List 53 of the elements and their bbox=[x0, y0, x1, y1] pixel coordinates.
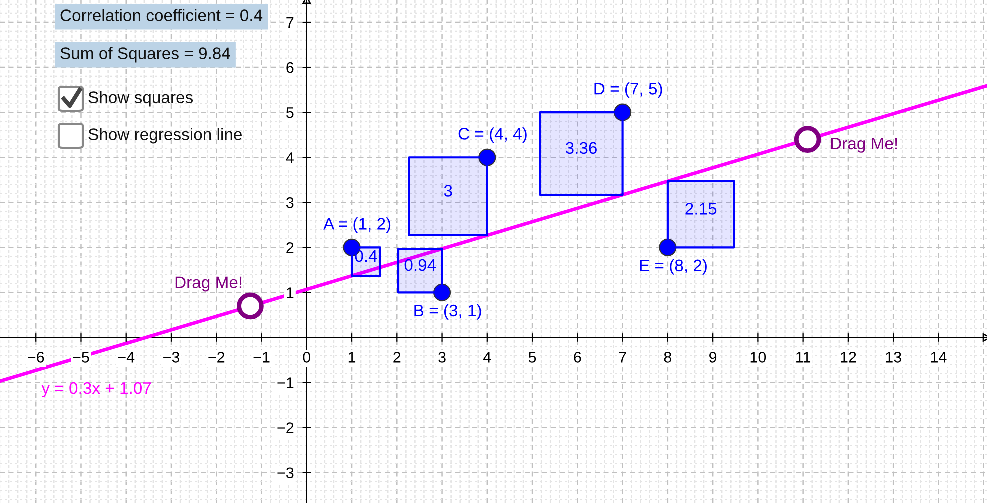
annotation: Show regression line bbox=[88, 128, 242, 144]
x-tick-label: 7 bbox=[619, 352, 626, 363]
y-tick-label: 5 bbox=[286, 108, 294, 118]
point bbox=[614, 104, 632, 122]
point bbox=[237, 292, 264, 320]
data-label: E = (8, 2) bbox=[640, 259, 707, 275]
y-tick-label: 7 bbox=[286, 18, 294, 28]
x-tick-label: 10 bbox=[750, 352, 766, 363]
x-tick-label: 9 bbox=[710, 352, 717, 363]
x-tick-label: 2 bbox=[394, 352, 401, 363]
y-tick-label: −3 bbox=[278, 468, 294, 479]
data-label: Drag Me! bbox=[176, 276, 242, 292]
y-tick-label: 3 bbox=[286, 198, 294, 208]
x-tick-label: −3 bbox=[164, 352, 180, 363]
annotation: Show squares bbox=[88, 91, 194, 107]
x-tick-label: −4 bbox=[118, 352, 135, 363]
x-tick-label: 4 bbox=[484, 352, 492, 363]
y-tick-label: −1 bbox=[278, 378, 294, 388]
data-label: C = (4, 4) bbox=[458, 128, 527, 144]
point bbox=[794, 126, 822, 154]
data-label: B = (3, 1) bbox=[414, 304, 482, 320]
data-label: A = (1, 2) bbox=[324, 218, 391, 234]
x-tick-label: 0 bbox=[303, 352, 311, 363]
x-tick-label: −5 bbox=[73, 352, 90, 363]
x-tick-label: 5 bbox=[528, 352, 536, 363]
x-tick-label: 11 bbox=[796, 352, 811, 363]
annotation: Sum of Squares = 9.84 bbox=[60, 47, 230, 63]
x-tick-label: 14 bbox=[931, 352, 947, 363]
data-label: D = (7, 5) bbox=[594, 82, 662, 98]
y-tick-label: 4 bbox=[286, 152, 294, 164]
x-tick-label: 12 bbox=[841, 352, 856, 363]
y-tick-label: 2 bbox=[286, 242, 294, 254]
legend-label: 3 bbox=[444, 185, 452, 197]
annotation: Correlation coefficient = 0.4 bbox=[60, 9, 263, 22]
legend-label: 0.94 bbox=[404, 259, 436, 272]
x-tick-label: −2 bbox=[208, 352, 225, 363]
y-tick-label: 1 bbox=[287, 288, 294, 298]
series-label: y = 0.3x + 1.07 bbox=[42, 382, 152, 398]
y-tick-label: 6 bbox=[286, 62, 294, 74]
x-tick-label: 1 bbox=[348, 352, 356, 363]
x-tick-label: 6 bbox=[574, 352, 582, 363]
y-tick-label: −2 bbox=[278, 422, 294, 434]
x-tick-label: 13 bbox=[886, 352, 902, 363]
x-tick-label: −6 bbox=[28, 352, 44, 363]
point bbox=[659, 238, 677, 256]
x-tick-label: 8 bbox=[664, 352, 672, 363]
legend-label: 2.15 bbox=[686, 203, 717, 215]
point bbox=[478, 148, 496, 166]
legend-label: 3.36 bbox=[566, 142, 597, 154]
x-tick-label: −1 bbox=[254, 352, 270, 363]
data-label: Drag Me! bbox=[831, 138, 898, 153]
point bbox=[434, 284, 452, 302]
x-tick-label: 3 bbox=[438, 352, 446, 363]
